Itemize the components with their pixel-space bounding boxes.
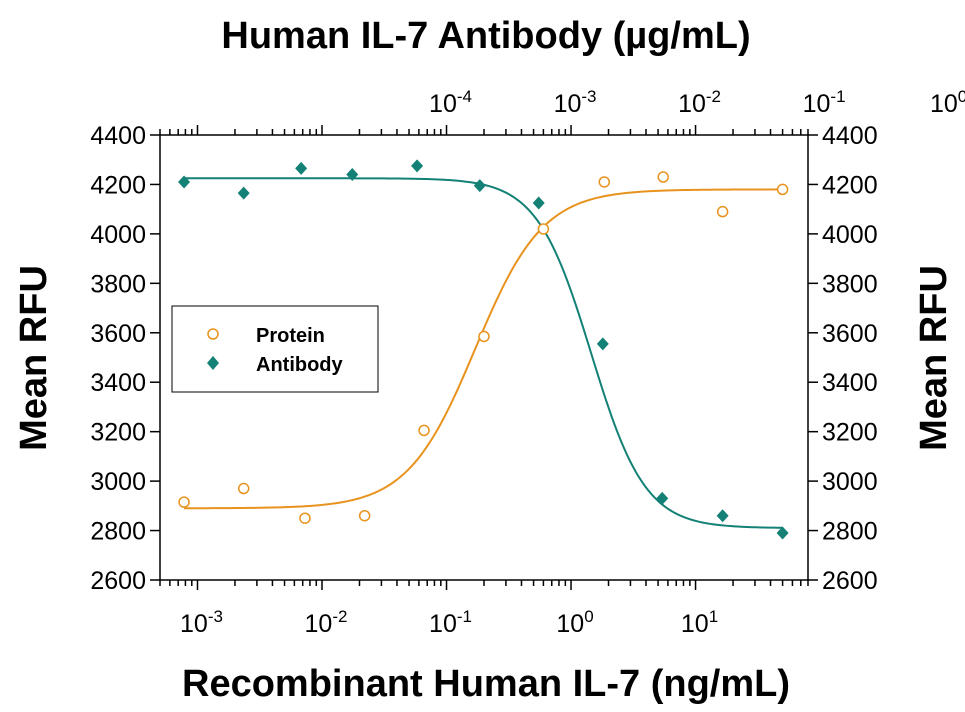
y-tick-label-left: 3400 bbox=[90, 369, 146, 397]
y-tick-label-left: 2600 bbox=[90, 567, 146, 595]
x-tick-label-bottom: 101 bbox=[681, 607, 718, 638]
fit-curve-protein bbox=[184, 188, 783, 510]
data-point-antibody bbox=[178, 175, 191, 189]
y-tick-label-right: 2600 bbox=[822, 567, 878, 595]
legend-marker-protein bbox=[207, 328, 219, 340]
data-point-antibody bbox=[473, 179, 486, 193]
data-point-protein bbox=[776, 183, 789, 196]
x-tick-label-bottom: 10-2 bbox=[305, 607, 348, 638]
data-point-protein bbox=[598, 176, 611, 188]
data-point-protein bbox=[478, 330, 490, 343]
data-point-protein bbox=[716, 205, 729, 218]
data-point-antibody bbox=[716, 509, 729, 523]
y-tick-label-right: 3000 bbox=[822, 468, 878, 496]
data-point-antibody bbox=[532, 196, 545, 210]
y-tick-label-right: 4400 bbox=[822, 122, 878, 150]
tick-labels: 2600 2600 2800 2800 3000 3000 3200 3200 3400 3400… bbox=[90, 87, 965, 638]
legend-box bbox=[171, 305, 379, 393]
y-tick-label-left: 4200 bbox=[90, 171, 146, 199]
y-tick-label-left: 3800 bbox=[90, 270, 146, 298]
data-point-protein bbox=[178, 496, 190, 508]
y-tick-label-right: 2800 bbox=[822, 518, 878, 546]
x-tick-label-bottom: 10-1 bbox=[429, 607, 472, 638]
y-tick-label-left: 3000 bbox=[90, 468, 146, 496]
y-tick-label-right: 4000 bbox=[822, 221, 878, 249]
y-tick-label-left: 3600 bbox=[90, 320, 146, 348]
axis-ticks bbox=[150, 125, 818, 590]
data-point-antibody bbox=[776, 526, 789, 540]
y-axis-label-left: Mean RFU bbox=[13, 265, 55, 451]
y-tick-label-left: 2800 bbox=[90, 518, 146, 546]
y-tick-label-right: 3800 bbox=[822, 270, 878, 298]
legend-marker-antibody bbox=[207, 356, 219, 370]
x-axis-label: Recombinant Human IL-7 (ng/mL) bbox=[182, 663, 790, 705]
data-point-protein bbox=[237, 482, 250, 495]
y-tick-label-left: 3200 bbox=[90, 419, 146, 447]
data-point-antibody bbox=[295, 161, 308, 175]
x-tick-label-top: 10-1 bbox=[803, 87, 846, 118]
data-point-protein bbox=[358, 509, 371, 522]
y-tick-label-right: 3400 bbox=[822, 369, 878, 397]
y-axis-label-right: Mean RFU bbox=[913, 265, 955, 451]
x-tick-label-top: 10-4 bbox=[429, 87, 472, 118]
data-point-antibody bbox=[656, 491, 669, 505]
y-tick-label-left: 4000 bbox=[90, 221, 146, 249]
legend: Protein Antibody bbox=[171, 305, 379, 393]
x-tick-label-top: 100 bbox=[930, 87, 965, 118]
data-point-antibody bbox=[346, 168, 359, 182]
data-point-protein bbox=[299, 512, 311, 524]
y-tick-label-left: 4400 bbox=[90, 122, 146, 150]
y-tick-label-right: 4200 bbox=[822, 171, 878, 199]
x-tick-label-bottom: 10-3 bbox=[180, 607, 223, 638]
legend-label-antibody: Antibody bbox=[256, 354, 344, 376]
x-tick-label-top: 10-3 bbox=[554, 87, 597, 118]
data-point-protein bbox=[537, 223, 550, 235]
data-point-antibody bbox=[237, 186, 250, 200]
y-tick-label-right: 3200 bbox=[822, 419, 878, 447]
data-point-antibody bbox=[411, 159, 424, 173]
legend-label-protein: Protein bbox=[256, 325, 325, 347]
data-point-protein bbox=[657, 171, 669, 183]
y-tick-label-right: 3600 bbox=[822, 320, 878, 348]
chart-title: Human IL-7 Antibody (µg/mL) bbox=[221, 15, 750, 57]
data-points bbox=[178, 159, 789, 540]
x-tick-label-top: 10-2 bbox=[678, 87, 721, 118]
data-point-protein bbox=[418, 424, 430, 437]
data-point-antibody bbox=[596, 337, 609, 351]
x-tick-label-bottom: 100 bbox=[556, 607, 593, 638]
